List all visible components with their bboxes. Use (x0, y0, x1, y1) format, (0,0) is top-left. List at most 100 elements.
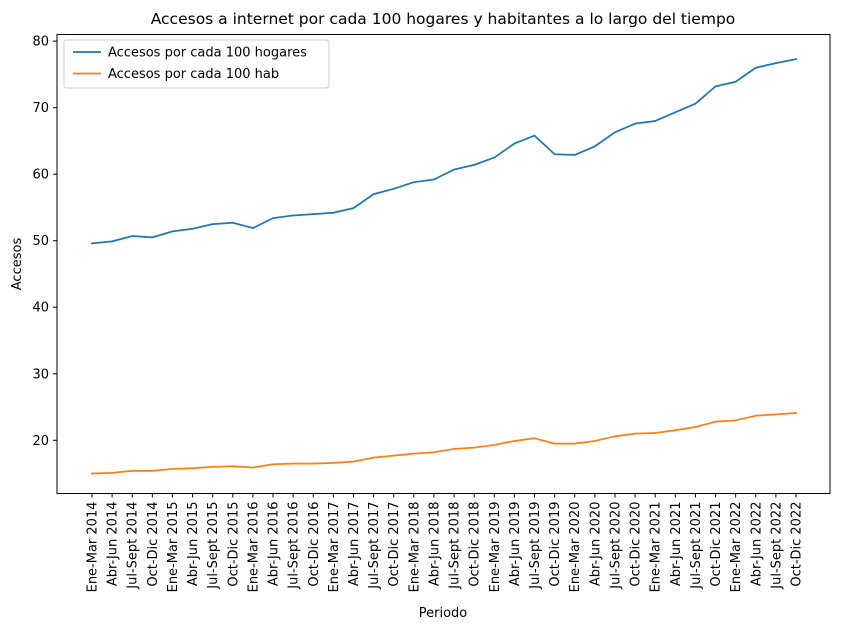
data-point (412, 452, 415, 455)
data-point (191, 467, 194, 470)
data-point (473, 446, 476, 449)
data-point (714, 85, 717, 88)
data-point (231, 465, 234, 468)
x-tick-label: Ene-Mar 2018 (407, 502, 422, 593)
data-point (211, 223, 214, 225)
x-tick-label: Oct-Dic 2016 (307, 502, 322, 587)
y-tick-label: 30 (32, 367, 49, 382)
data-point (332, 462, 335, 464)
data-point (593, 145, 596, 148)
data-point (412, 181, 415, 184)
y-tick-label: 60 (32, 168, 49, 183)
y-tick-label: 40 (32, 301, 49, 316)
x-tick-label: Oct-Dic 2015 (226, 502, 241, 587)
data-point (151, 236, 154, 239)
data-point (795, 58, 797, 61)
x-tick-label: Abr-Jun 2020 (588, 502, 603, 587)
x-tick-label: Abr-Jun 2021 (669, 502, 684, 587)
y-tick-label: 80 (32, 35, 49, 50)
data-point (171, 467, 174, 470)
data-point (453, 448, 455, 450)
data-point (312, 462, 315, 465)
y-axis: 20 30 40 50 60 70 80 (32, 35, 57, 449)
x-tick-label: Jul-Sept 2014 (126, 502, 141, 590)
data-point (292, 214, 295, 217)
x-tick-label: Oct-Dic 2020 (629, 502, 644, 587)
data-point (352, 207, 355, 210)
data-point (392, 454, 395, 457)
x-tick-label: Jul-Sept 2016 (287, 502, 302, 590)
data-point (392, 187, 395, 190)
y-tick-label: 50 (32, 234, 49, 249)
plot-area (56, 34, 831, 494)
data-point (593, 440, 596, 442)
x-tick-label: Ene-Mar 2014 (86, 502, 101, 593)
data-point (292, 462, 295, 465)
data-point (533, 437, 536, 440)
data-point (191, 227, 194, 230)
data-point (533, 134, 536, 137)
x-tick-label: Jul-Sept 2021 (689, 502, 704, 590)
data-point (453, 168, 455, 171)
x-tick-label: Ene-Mar 2020 (568, 502, 583, 593)
x-tick-label: Ene-Mar 2021 (649, 502, 664, 593)
x-tick-label: Oct-Dic 2014 (146, 502, 161, 587)
x-tick-label: Abr-Jun 2017 (347, 502, 362, 587)
data-point (91, 242, 93, 245)
x-tick-label: Oct-Dic 2018 (468, 501, 483, 586)
data-point (272, 217, 274, 220)
data-point (272, 463, 274, 466)
x-tick-label: Jul-Sept 2020 (608, 502, 623, 590)
data-point (654, 432, 657, 434)
legend: Accesos por cada 100 hogares Accesos por … (63, 39, 330, 89)
data-point (553, 442, 556, 445)
data-point (513, 142, 516, 145)
x-tick-label: Ene-Mar 2019 (488, 502, 503, 593)
legend-label: Accesos por cada 100 hab (108, 67, 279, 82)
x-tick-label: Abr-Jun 2015 (186, 502, 201, 587)
data-point (493, 156, 496, 159)
data-point (573, 442, 576, 445)
data-point (513, 440, 516, 442)
data-point (91, 472, 93, 475)
x-tick-label: Oct-Dic 2022 (790, 502, 805, 587)
data-point (171, 230, 174, 233)
data-point (654, 120, 657, 122)
x-tick-label: Abr-Jun 2022 (749, 502, 764, 587)
data-point (151, 469, 154, 472)
x-tick-label: Oct-Dic 2019 (548, 502, 563, 587)
data-point (111, 471, 114, 474)
data-point (211, 465, 214, 468)
data-point (131, 469, 134, 472)
data-point (754, 66, 757, 69)
data-point (473, 163, 476, 166)
data-point (252, 466, 254, 469)
data-point (634, 122, 636, 125)
data-point (754, 414, 757, 417)
legend-frame (63, 39, 330, 89)
data-point (573, 154, 576, 156)
x-axis-label: Periodo (419, 606, 468, 621)
data-point (714, 420, 717, 423)
data-point (433, 451, 435, 454)
x-tick-label: Abr-Jun 2018 (427, 502, 442, 587)
data-point (252, 227, 254, 229)
chart-title: Accesos a internet por cada 100 hogares … (151, 10, 736, 28)
data-point (372, 193, 375, 196)
data-point (553, 153, 556, 156)
y-tick-label: 20 (32, 434, 49, 449)
data-point (674, 111, 677, 114)
data-point (694, 102, 697, 105)
data-point (614, 131, 616, 134)
x-tick-label: Ene-Mar 2016 (246, 502, 261, 593)
y-tick-label: 70 (32, 101, 49, 116)
data-point (372, 456, 375, 459)
x-tick-label: Abr-Jun 2016 (267, 502, 282, 587)
x-tick-label: Jul-Sept 2018 (448, 502, 463, 590)
x-tick-label: Ene-Mar 2017 (327, 502, 342, 593)
x-tick-label: Ene-Mar 2015 (166, 502, 181, 593)
data-point (352, 460, 355, 463)
x-tick-label: Jul-Sept 2022 (769, 502, 784, 590)
x-tick-label: Jul-Sept 2015 (206, 502, 221, 590)
